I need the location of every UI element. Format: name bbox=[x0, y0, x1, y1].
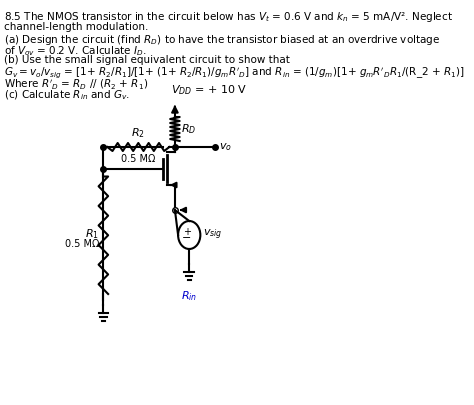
Text: $R_1$: $R_1$ bbox=[85, 227, 100, 241]
Text: of $V_{ov}$ = 0.2 V. Calculate $I_D$.: of $V_{ov}$ = 0.2 V. Calculate $I_D$. bbox=[4, 44, 146, 58]
Text: $G_v = v_o/v_{sig}$ = [1+ $R_2/R_1$]/[1+ (1+ $R_2/R_1$)/$g_mR'_D$] and $R_{in}$ : $G_v = v_o/v_{sig}$ = [1+ $R_2/R_1$]/[1+… bbox=[4, 66, 465, 81]
Text: +: + bbox=[183, 227, 191, 237]
Text: channel-length modulation.: channel-length modulation. bbox=[4, 22, 148, 32]
Text: (c) Calculate $R_{in}$ and $G_v$.: (c) Calculate $R_{in}$ and $G_v$. bbox=[4, 88, 130, 102]
Text: 0.5 MΩ: 0.5 MΩ bbox=[121, 154, 155, 164]
Text: $v_o$: $v_o$ bbox=[219, 141, 232, 153]
Text: $V_{DD}$ = + 10 V: $V_{DD}$ = + 10 V bbox=[171, 83, 247, 97]
Text: Where $R'_D$ = $R_D$ // ($R_2$ + $R_1$): Where $R'_D$ = $R_D$ // ($R_2$ + $R_1$) bbox=[4, 77, 148, 91]
Text: $R_D$: $R_D$ bbox=[181, 122, 197, 136]
Text: $R_{in}$: $R_{in}$ bbox=[181, 289, 197, 303]
Text: (a) Design the circuit (find $R_D$) to have the transistor biased at an overdriv: (a) Design the circuit (find $R_D$) to h… bbox=[4, 33, 440, 47]
Text: 8.5 The NMOS transistor in the circuit below has $V_t$ = 0.6 V and $k_n$ = 5 mA/: 8.5 The NMOS transistor in the circuit b… bbox=[4, 10, 453, 24]
Text: (b) Use the small signal equivalent circuit to show that: (b) Use the small signal equivalent circ… bbox=[4, 55, 290, 65]
Text: $v_{sig}$: $v_{sig}$ bbox=[203, 228, 222, 242]
Text: $R_2$: $R_2$ bbox=[131, 126, 145, 140]
Text: 0.5 MΩ: 0.5 MΩ bbox=[65, 239, 100, 249]
Text: −: − bbox=[182, 233, 191, 243]
